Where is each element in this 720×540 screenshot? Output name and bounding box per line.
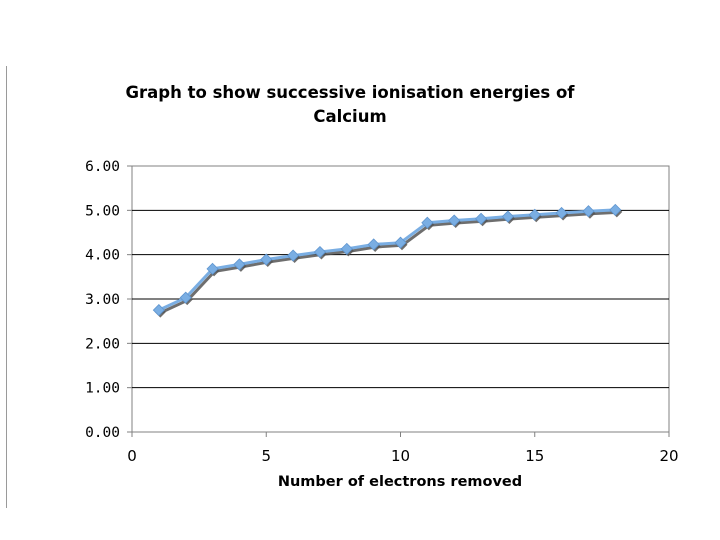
data-point bbox=[260, 253, 273, 266]
data-point bbox=[474, 212, 488, 225]
data-point bbox=[448, 214, 461, 227]
series-calcium bbox=[152, 203, 623, 318]
series-shadow-line bbox=[160, 210, 618, 314]
data-point bbox=[394, 236, 407, 249]
data-point bbox=[421, 216, 434, 229]
y-tick-label: 0.00 bbox=[85, 425, 120, 441]
data-point bbox=[501, 210, 514, 223]
x-tick-label: 0 bbox=[127, 447, 137, 465]
chart-title-line-2: Calcium bbox=[313, 107, 386, 126]
x-axis-tick-labels: 0 5 10 15 20 bbox=[127, 165, 679, 465]
data-point bbox=[528, 208, 541, 221]
data-point bbox=[152, 304, 165, 317]
y-axis-tick-labels: 0.00 1.00 2.00 3.00 4.00 5.00 6.00 bbox=[85, 159, 120, 441]
data-point bbox=[367, 238, 380, 251]
data-point bbox=[555, 206, 568, 220]
slide-left-border bbox=[6, 66, 7, 508]
y-tick-label: 6.00 bbox=[85, 159, 120, 175]
x-axis-label: Number of electrons removed bbox=[278, 474, 522, 490]
x-tick-label: 5 bbox=[261, 447, 271, 465]
data-point bbox=[340, 242, 353, 255]
data-point bbox=[179, 291, 192, 304]
data-point bbox=[313, 245, 327, 259]
x-tick-label: 15 bbox=[525, 447, 544, 465]
data-point bbox=[206, 262, 219, 275]
series-line bbox=[158, 208, 616, 312]
data-point bbox=[287, 249, 300, 262]
y-tick-label: 1.00 bbox=[85, 381, 120, 397]
y-tick-label: 2.00 bbox=[85, 336, 120, 352]
data-point bbox=[233, 258, 246, 271]
y-tick-label: 3.00 bbox=[85, 292, 120, 308]
x-tick-label: 20 bbox=[659, 447, 678, 465]
y-tick-label: 4.00 bbox=[85, 248, 120, 264]
x-tick-label: 10 bbox=[391, 447, 410, 465]
chart-title-line-1: Graph to show successive ionisation ener… bbox=[125, 83, 575, 102]
data-point bbox=[582, 205, 595, 218]
y-tick-label: 5.00 bbox=[85, 203, 120, 219]
data-point bbox=[609, 203, 622, 216]
